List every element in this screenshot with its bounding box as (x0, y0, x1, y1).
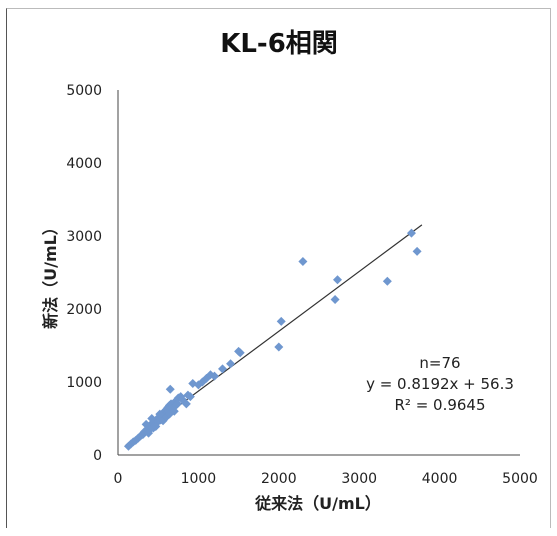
y-tick-label: 3000 (66, 229, 102, 245)
annotation-line: R² = 0.9645 (394, 396, 485, 414)
data-point (169, 406, 179, 416)
tick-labels: 0 1000 2000 3000 4000 5000 0 1000 2000 3000 4000 50… (66, 83, 537, 487)
x-tick-label: 5000 (502, 471, 538, 487)
x-tick-label: 1000 (181, 471, 217, 487)
data-point (332, 275, 342, 285)
y-tick-label: 1000 (66, 375, 102, 391)
data-point (151, 422, 161, 432)
x-tick-label: 0 (114, 471, 123, 487)
data-point (172, 399, 182, 409)
chart-title: KL-6相関 (220, 29, 338, 59)
data-point (147, 414, 157, 423)
y-tick-label: 2000 (66, 302, 102, 318)
data-point (382, 276, 392, 286)
data-point (276, 316, 286, 326)
data-point (218, 364, 228, 374)
y-tick-label: 0 (93, 448, 102, 464)
y-tick-label: 4000 (66, 156, 102, 172)
regression-annotation: n=76 y = 0.8192x + 56.3 R² = 0.9645 (366, 354, 514, 414)
data-point (412, 246, 422, 256)
y-tick-label: 5000 (66, 83, 102, 99)
data-point (165, 384, 175, 394)
data-point (330, 295, 340, 305)
data-point (185, 392, 195, 402)
x-tick-label: 3000 (341, 471, 377, 487)
data-point (155, 409, 165, 419)
annotation-line: y = 0.8192x + 56.3 (366, 375, 514, 393)
y-axis-label: 新法（U/mL） (41, 219, 60, 329)
annotation-line: n=76 (419, 354, 460, 372)
data-point (226, 359, 236, 369)
data-point (406, 228, 416, 238)
data-point (209, 371, 219, 381)
data-point (235, 348, 245, 358)
x-tick-label: 4000 (422, 471, 458, 487)
axes (117, 90, 520, 456)
data-point (144, 428, 154, 438)
data-point (181, 399, 191, 409)
data-point (298, 257, 308, 267)
data-points (123, 228, 422, 451)
data-point (141, 419, 151, 429)
x-tick-label: 2000 (261, 471, 297, 487)
data-point (274, 342, 284, 352)
chart-frame (6, 8, 551, 528)
x-axis-label: 従来法（U/mL） (254, 494, 381, 513)
